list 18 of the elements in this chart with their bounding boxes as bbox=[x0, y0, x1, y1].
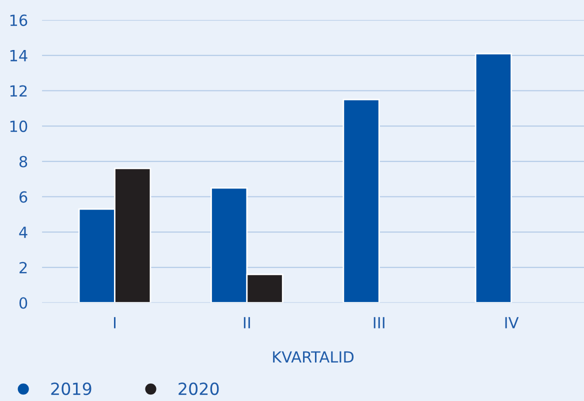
legend-label: 2019 bbox=[51, 382, 92, 396]
x-tick-label: I bbox=[114, 317, 116, 328]
bar bbox=[342, 98, 380, 303]
y-tick-label: 14 bbox=[10, 50, 28, 62]
x-tick-label: IV bbox=[505, 317, 519, 328]
y-tick-label: 10 bbox=[10, 120, 28, 132]
y-tick-label: 12 bbox=[10, 85, 27, 97]
y-tick-label: 2 bbox=[20, 262, 27, 274]
y-tick-label: 8 bbox=[19, 156, 28, 168]
bar bbox=[474, 52, 512, 303]
x-tick-label: II bbox=[244, 317, 250, 328]
legend-label: 2020 bbox=[178, 382, 219, 396]
y-tick-label: 0 bbox=[19, 297, 28, 309]
x-tick-label: III bbox=[374, 317, 384, 328]
y-tick-label: 16 bbox=[10, 14, 28, 26]
y-tick-label: 4 bbox=[19, 226, 28, 238]
y-tick-label: 6 bbox=[20, 191, 28, 203]
x-axis-title: KVARTALID bbox=[273, 351, 354, 362]
